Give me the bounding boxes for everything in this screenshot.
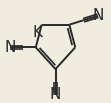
Text: N: N	[92, 8, 104, 23]
Text: N: N	[50, 87, 61, 102]
Text: K: K	[33, 25, 43, 40]
Text: N: N	[4, 40, 16, 55]
